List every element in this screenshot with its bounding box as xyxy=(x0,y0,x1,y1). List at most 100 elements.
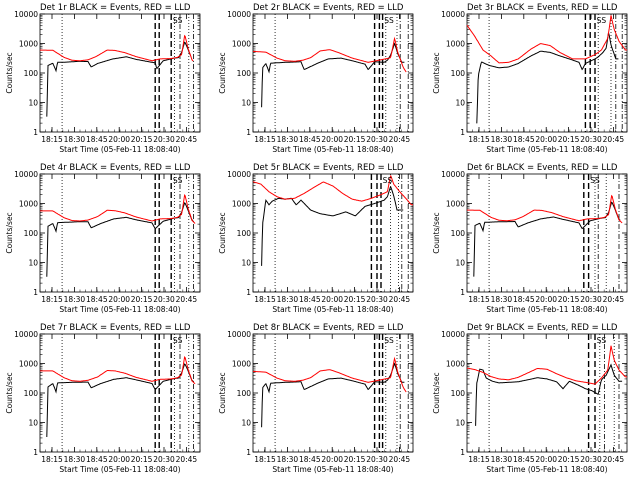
x-tick-label: 18:30 xyxy=(64,135,86,144)
y-tick-label: 1000 xyxy=(446,200,465,209)
x-axis-label: Start Time (05-Feb-11 18:08:40) xyxy=(486,305,607,314)
x-tick-label: 18:45 xyxy=(513,135,535,144)
y-tick-label: 100 xyxy=(24,229,39,238)
x-tick-label: 20:00 xyxy=(108,455,130,464)
x-axis-label: Start Time (05-Feb-11 18:08:40) xyxy=(59,145,180,154)
x-tick-label: 20:30 xyxy=(580,455,602,464)
x-tick-label: 18:30 xyxy=(277,455,299,464)
y-axis-label: Counts/sec xyxy=(432,212,441,253)
x-tick-label: 20:45 xyxy=(176,455,198,464)
chart-title: Det 3r BLACK = Events, RED = LLD xyxy=(467,3,618,13)
events-series-line xyxy=(46,41,191,117)
x-tick-label: 20:45 xyxy=(389,455,411,464)
lld-series-line xyxy=(466,194,623,224)
y-tick-label: 10000 xyxy=(14,330,38,339)
x-tick-label: 20:45 xyxy=(603,295,625,304)
x-tick-label: 18:15 xyxy=(468,455,490,464)
panel-6: Det 6r BLACK = Events, RED = LLD 1 10 100 10… xyxy=(432,163,628,314)
x-tick-label: 20:15 xyxy=(558,295,580,304)
plot-frame xyxy=(39,13,201,133)
y-tick-label: 10 xyxy=(241,419,251,428)
y-tick-label: 1000 xyxy=(232,40,251,49)
x-tick-label: 20:15 xyxy=(131,455,153,464)
marker-annotation: SS xyxy=(590,176,600,185)
y-tick-label: 10000 xyxy=(227,170,251,179)
y-axis-label: Counts/sec xyxy=(432,52,441,93)
x-tick-label: 18:45 xyxy=(86,135,108,144)
x-tick-label: 20:00 xyxy=(321,135,343,144)
x-tick-label: 20:45 xyxy=(176,295,198,304)
y-tick-label: 10000 xyxy=(14,10,38,19)
panel-8: Det 8r BLACK = Events, RED = LLD 1 10 100 10… xyxy=(218,323,414,474)
x-tick-label: 20:00 xyxy=(108,295,130,304)
y-tick-label: 10000 xyxy=(441,330,465,339)
y-tick-label: 1 xyxy=(460,128,465,137)
y-axis-label: Counts/sec xyxy=(5,52,14,93)
y-tick-label: 100 xyxy=(451,389,466,398)
panel-4: Det 4r BLACK = Events, RED = LLD 1 10 100 10… xyxy=(5,163,201,314)
y-tick-label: 10 xyxy=(455,419,465,428)
x-axis-label: Start Time (05-Feb-11 18:08:40) xyxy=(59,305,180,314)
x-tick-label: 20:45 xyxy=(176,135,198,144)
lld-series-line xyxy=(466,15,627,64)
x-tick-label: 20:00 xyxy=(321,295,343,304)
y-tick-label: 10 xyxy=(28,419,38,428)
plot-frame xyxy=(252,13,414,133)
x-tick-label: 18:15 xyxy=(254,295,276,304)
x-tick-label: 18:15 xyxy=(41,455,63,464)
y-tick-label: 10 xyxy=(455,99,465,108)
y-tick-label: 1000 xyxy=(19,40,38,49)
y-tick-label: 1 xyxy=(460,448,465,457)
y-tick-label: 10000 xyxy=(441,10,465,19)
x-tick-label: 20:00 xyxy=(535,135,557,144)
y-tick-label: 100 xyxy=(451,69,466,78)
y-axis-label: Counts/sec xyxy=(5,372,14,413)
y-tick-label: 10 xyxy=(241,99,251,108)
lld-series-line xyxy=(253,36,407,73)
x-tick-label: 20:15 xyxy=(131,295,153,304)
y-tick-label: 10 xyxy=(241,259,251,268)
x-tick-label: 18:30 xyxy=(64,455,86,464)
panel-1: Det 1r BLACK = Events, RED = LLD 1 10 100 10… xyxy=(5,3,201,154)
marker-annotation: SS xyxy=(384,336,394,345)
y-tick-label: 1 xyxy=(33,128,38,137)
x-tick-label: 18:15 xyxy=(254,455,276,464)
x-tick-label: 20:00 xyxy=(108,135,130,144)
chart-title: Det 9r BLACK = Events, RED = LLD xyxy=(467,323,618,333)
chart-title: Det 6r BLACK = Events, RED = LLD xyxy=(467,163,618,173)
events-series-line xyxy=(475,363,623,426)
y-tick-label: 100 xyxy=(24,389,39,398)
x-tick-label: 20:45 xyxy=(603,135,625,144)
x-tick-label: 20:30 xyxy=(153,135,175,144)
panel-2: Det 2r BLACK = Events, RED = LLD 1 10 100 10… xyxy=(218,3,414,154)
x-tick-label: 18:15 xyxy=(41,135,63,144)
panel-5: Det 5r BLACK = Events, RED = LLD 1 10 100 10… xyxy=(218,163,414,314)
lld-series-line xyxy=(253,356,407,393)
panel-7: Det 7r BLACK = Events, RED = LLD 1 10 100 10… xyxy=(5,323,201,474)
x-tick-label: 20:45 xyxy=(389,135,411,144)
y-tick-label: 100 xyxy=(237,229,252,238)
marker-annotation: SS xyxy=(597,16,607,25)
y-tick-label: 100 xyxy=(24,69,39,78)
x-tick-label: 20:30 xyxy=(153,455,175,464)
x-tick-label: 18:30 xyxy=(491,455,513,464)
chart-title: Det 2r BLACK = Events, RED = LLD xyxy=(253,3,404,13)
y-axis-label: Counts/sec xyxy=(5,212,14,253)
y-tick-label: 1 xyxy=(246,448,251,457)
y-tick-label: 10000 xyxy=(14,170,38,179)
x-tick-label: 18:45 xyxy=(513,455,535,464)
y-tick-label: 1 xyxy=(33,448,38,457)
x-tick-label: 18:30 xyxy=(491,295,513,304)
y-tick-label: 1 xyxy=(246,128,251,137)
x-tick-label: 20:45 xyxy=(389,295,411,304)
y-tick-label: 10 xyxy=(455,259,465,268)
y-axis-label: Counts/sec xyxy=(432,372,441,413)
events-series-line xyxy=(476,32,619,124)
x-axis-label: Start Time (05-Feb-11 18:08:40) xyxy=(272,465,393,474)
marker-annotation: SS xyxy=(384,16,394,25)
x-tick-label: 20:15 xyxy=(344,135,366,144)
y-tick-label: 10000 xyxy=(441,170,465,179)
events-series-line xyxy=(261,42,405,108)
chart-title: Det 5r BLACK = Events, RED = LLD xyxy=(253,163,404,173)
x-tick-label: 18:45 xyxy=(513,295,535,304)
